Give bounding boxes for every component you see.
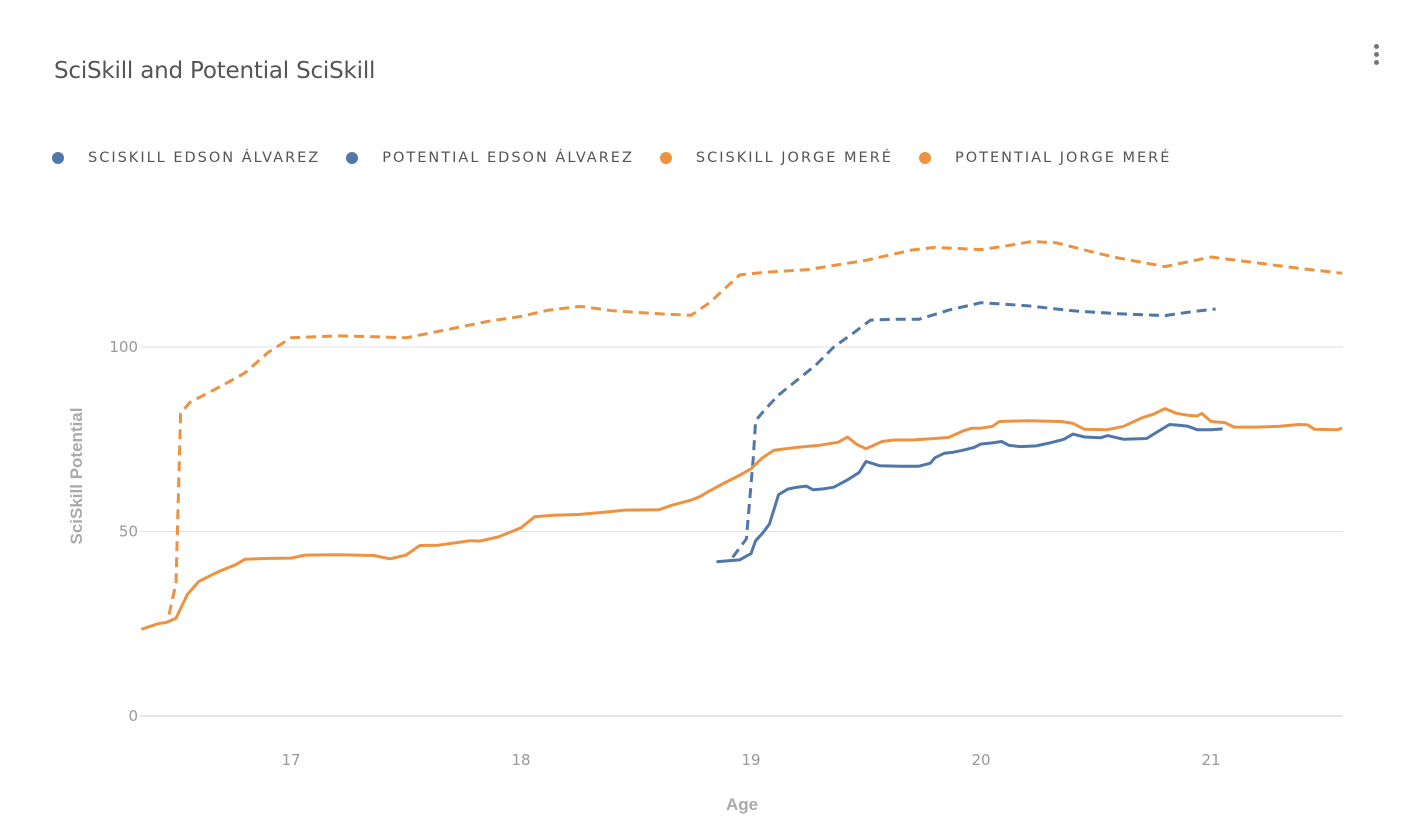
series-layer xyxy=(141,240,1343,631)
y-tick-label: 50 xyxy=(119,523,138,541)
x-tick-label: 18 xyxy=(511,751,530,769)
x-tick-label: 19 xyxy=(741,751,760,769)
legend-dot-icon xyxy=(659,152,672,164)
legend-label: POTENTIAL JORGE MERÉ xyxy=(954,150,1172,166)
legend-dot-icon xyxy=(346,152,359,164)
x-tick-label: 21 xyxy=(1201,751,1220,769)
series-line-0[interactable] xyxy=(716,423,1223,564)
x-tick-label: 20 xyxy=(971,751,990,769)
legend-label: POTENTIAL EDSON ÁLVAREZ xyxy=(382,150,634,166)
y-tick-label: 0 xyxy=(128,707,138,725)
chart-title: SciSkill and Potential SciSkill xyxy=(54,58,376,84)
series-line-2[interactable] xyxy=(141,407,1343,631)
legend-dot-icon xyxy=(52,152,64,164)
grid-layer xyxy=(140,346,1343,717)
y-tick-label: 100 xyxy=(109,338,138,356)
chart-legend: SCISKILL EDSON ÁLVAREZ POTENTIAL EDSON Á… xyxy=(52,150,1197,166)
x-axis-title: Age xyxy=(726,795,758,814)
x-tick-label: 17 xyxy=(281,751,300,769)
y-axis-title: SciSkill Potential xyxy=(67,408,86,545)
series-line-1[interactable] xyxy=(731,301,1216,559)
series-line-3[interactable] xyxy=(167,240,1343,615)
legend-label: SCISKILL EDSON ÁLVAREZ xyxy=(88,150,321,166)
tick-layer: 0 50 100 17 18 19 20 21 xyxy=(109,338,1220,769)
legend-item-sciskill-jorge[interactable]: SCISKILL JORGE MERÉ xyxy=(659,150,893,166)
more-options-icon[interactable] xyxy=(1370,44,1382,70)
legend-label: SCISKILL JORGE MERÉ xyxy=(695,150,893,166)
legend-item-potential-jorge[interactable]: POTENTIAL JORGE MERÉ xyxy=(918,150,1172,166)
legend-item-sciskill-edson[interactable]: SCISKILL EDSON ÁLVAREZ xyxy=(52,150,320,166)
legend-dot-icon xyxy=(918,152,931,164)
legend-item-potential-edson[interactable]: POTENTIAL EDSON ÁLVAREZ xyxy=(346,150,634,166)
